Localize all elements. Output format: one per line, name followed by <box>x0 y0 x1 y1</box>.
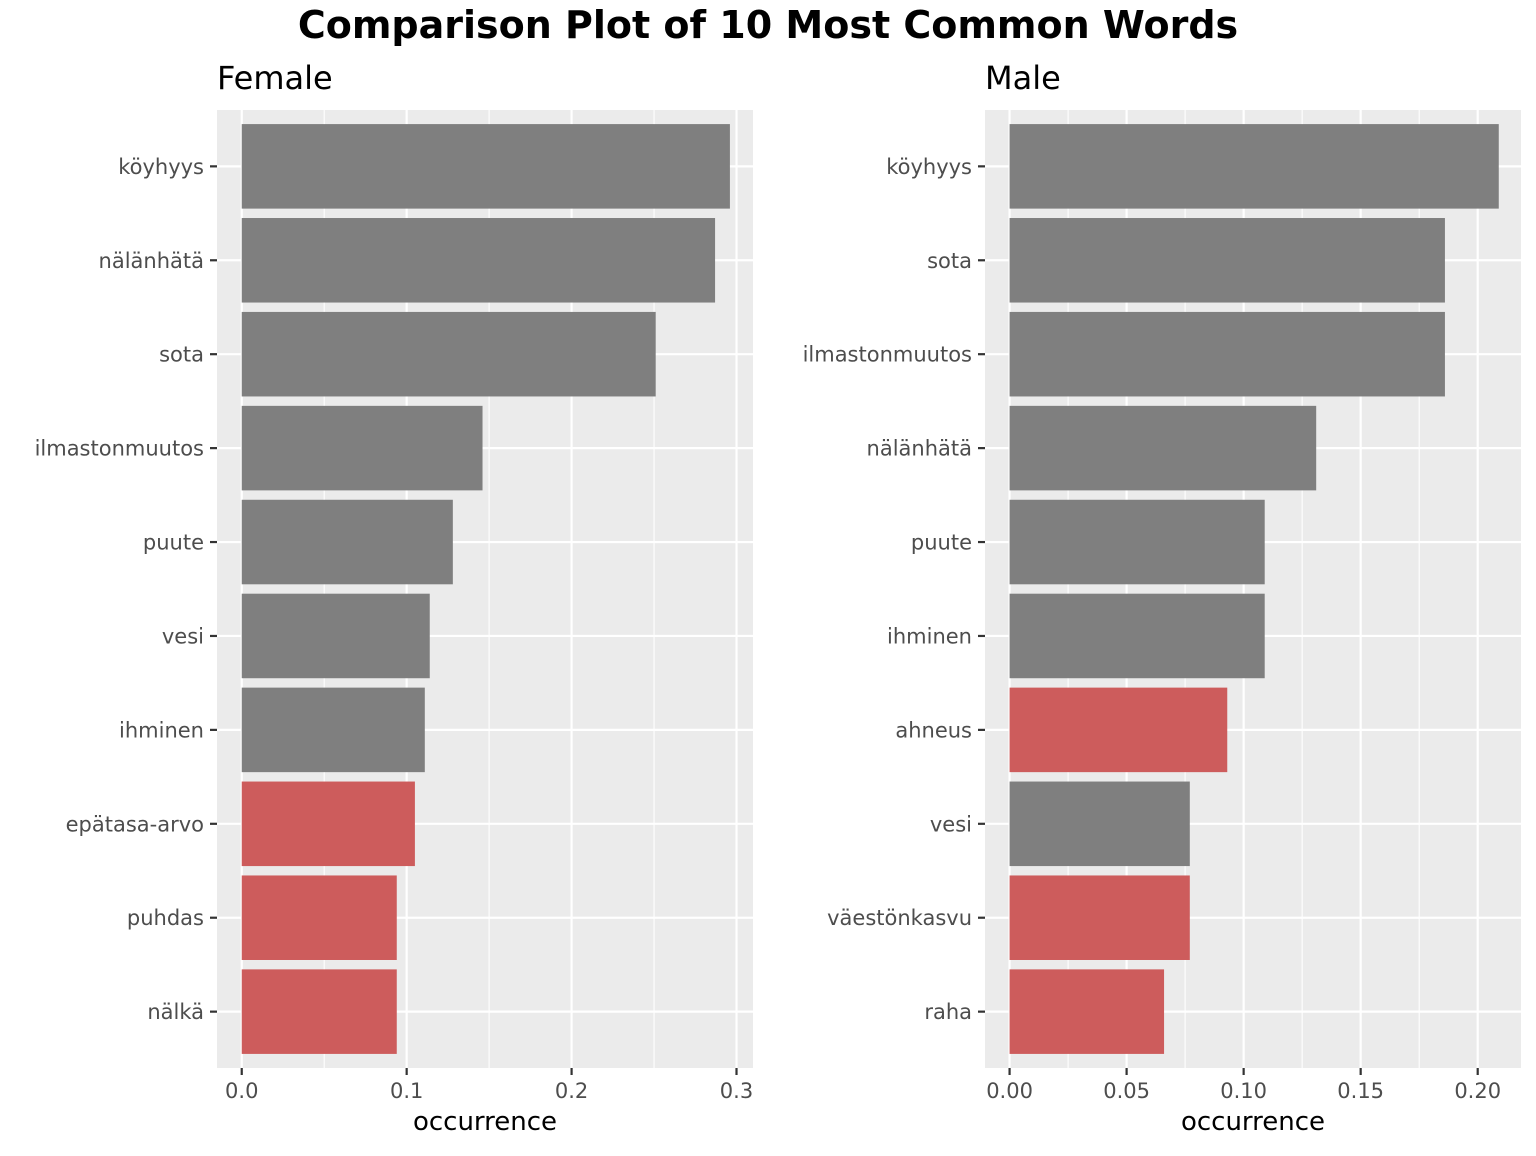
male-bar-7 <box>1009 687 1228 773</box>
male-y-tick-label: raha <box>924 1000 972 1024</box>
male-bar-8 <box>1009 781 1190 867</box>
female-bar-6 <box>241 593 430 679</box>
female-y-tick-label: puhdas <box>127 906 204 930</box>
female-y-tick-label: nälkä <box>147 1000 204 1024</box>
female-x-axis-title: occurrence <box>413 1107 557 1137</box>
male-y-tick-label: sota <box>927 249 972 273</box>
male-bar-3 <box>1009 311 1445 397</box>
female-bar-10 <box>241 969 397 1054</box>
male-y-tick-label: nälänhätä <box>867 437 972 461</box>
female-x-tick-label: 0.0 <box>225 1079 258 1103</box>
female-x-tick-label: 0.2 <box>555 1079 588 1103</box>
male-bar-9 <box>1009 875 1190 960</box>
male-bar-2 <box>1009 218 1445 303</box>
female-bar-2 <box>241 218 716 303</box>
male-bar-6 <box>1009 593 1265 679</box>
female-y-tick-label: köyhyys <box>118 155 204 179</box>
chart-title: Comparison Plot of 10 Most Common Words <box>298 3 1238 47</box>
female-y-tick-label: vesi <box>162 624 204 648</box>
male-y-tick-label: köyhyys <box>886 155 972 179</box>
male-bar-1 <box>1009 124 1499 209</box>
male-x-tick-label: 0.15 <box>1337 1079 1384 1103</box>
male-y-tick-label: väestönkasvu <box>827 906 972 930</box>
female-y-tick-label: ilmastonmuutos <box>35 437 204 461</box>
female-x-tick-label: 0.1 <box>390 1079 423 1103</box>
female-y-tick-label: sota <box>159 343 204 367</box>
female-y-tick-label: puute <box>143 531 204 555</box>
male-x-tick-label: 0.00 <box>986 1079 1033 1103</box>
male-y-tick-label: vesi <box>930 812 972 836</box>
male-bar-10 <box>1009 969 1165 1054</box>
male-x-tick-label: 0.20 <box>1454 1079 1501 1103</box>
male-x-tick-label: 0.10 <box>1220 1079 1267 1103</box>
female-y-tick-label: nälänhätä <box>99 249 204 273</box>
male-panel-title: Male <box>985 59 1061 97</box>
female-bar-8 <box>241 781 415 867</box>
male-y-tick-label: ihminen <box>887 624 972 648</box>
male-bar-4 <box>1009 405 1317 491</box>
male-y-tick-label: puute <box>911 531 972 555</box>
female-bar-3 <box>241 311 656 397</box>
female-y-tick-label: epätasa-arvo <box>66 812 204 836</box>
male-x-axis-title: occurrence <box>1181 1107 1325 1137</box>
female-bar-1 <box>241 124 730 209</box>
male-bar-5 <box>1009 499 1265 585</box>
female-bar-4 <box>241 405 483 491</box>
male-y-tick-label: ilmastonmuutos <box>803 343 972 367</box>
male-y-tick-label: ahneus <box>895 718 972 742</box>
female-bar-7 <box>241 687 425 773</box>
female-bar-5 <box>241 499 453 585</box>
male-x-tick-label: 0.05 <box>1103 1079 1150 1103</box>
female-y-tick-label: ihminen <box>119 718 204 742</box>
female-bar-9 <box>241 875 397 960</box>
female-x-tick-label: 0.3 <box>720 1079 753 1103</box>
female-panel-title: Female <box>217 59 333 97</box>
